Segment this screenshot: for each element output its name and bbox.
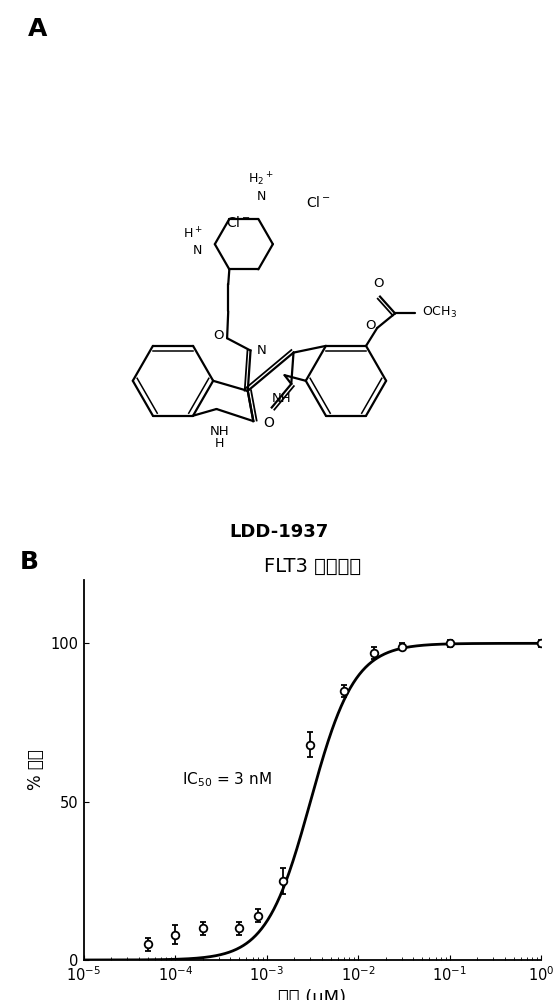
Text: H$_2$$^+$
N: H$_2$$^+$ N bbox=[248, 171, 274, 203]
Text: OCH$_3$: OCH$_3$ bbox=[422, 305, 457, 320]
Text: Cl$^-$: Cl$^-$ bbox=[306, 195, 330, 210]
Text: B: B bbox=[20, 550, 39, 574]
Text: LDD-1937: LDD-1937 bbox=[229, 523, 329, 541]
Text: A: A bbox=[28, 17, 47, 41]
Text: O: O bbox=[374, 277, 384, 290]
Text: IC$_{50}$ = 3 nM: IC$_{50}$ = 3 nM bbox=[182, 770, 272, 789]
Title: FLT3 激酶活性: FLT3 激酶活性 bbox=[264, 557, 361, 576]
Text: O: O bbox=[213, 329, 223, 342]
Text: Cl$^-$: Cl$^-$ bbox=[226, 215, 251, 230]
Text: N: N bbox=[257, 344, 267, 357]
Text: O: O bbox=[263, 416, 275, 430]
Text: NH: NH bbox=[209, 425, 229, 438]
Text: H$^+$
N: H$^+$ N bbox=[183, 226, 203, 257]
Text: H: H bbox=[215, 437, 224, 450]
Text: NH: NH bbox=[272, 392, 292, 405]
X-axis label: 浓度 (μM): 浓度 (μM) bbox=[278, 989, 347, 1000]
Y-axis label: % 抑制: % 抑制 bbox=[27, 750, 45, 790]
Text: O: O bbox=[365, 319, 376, 332]
